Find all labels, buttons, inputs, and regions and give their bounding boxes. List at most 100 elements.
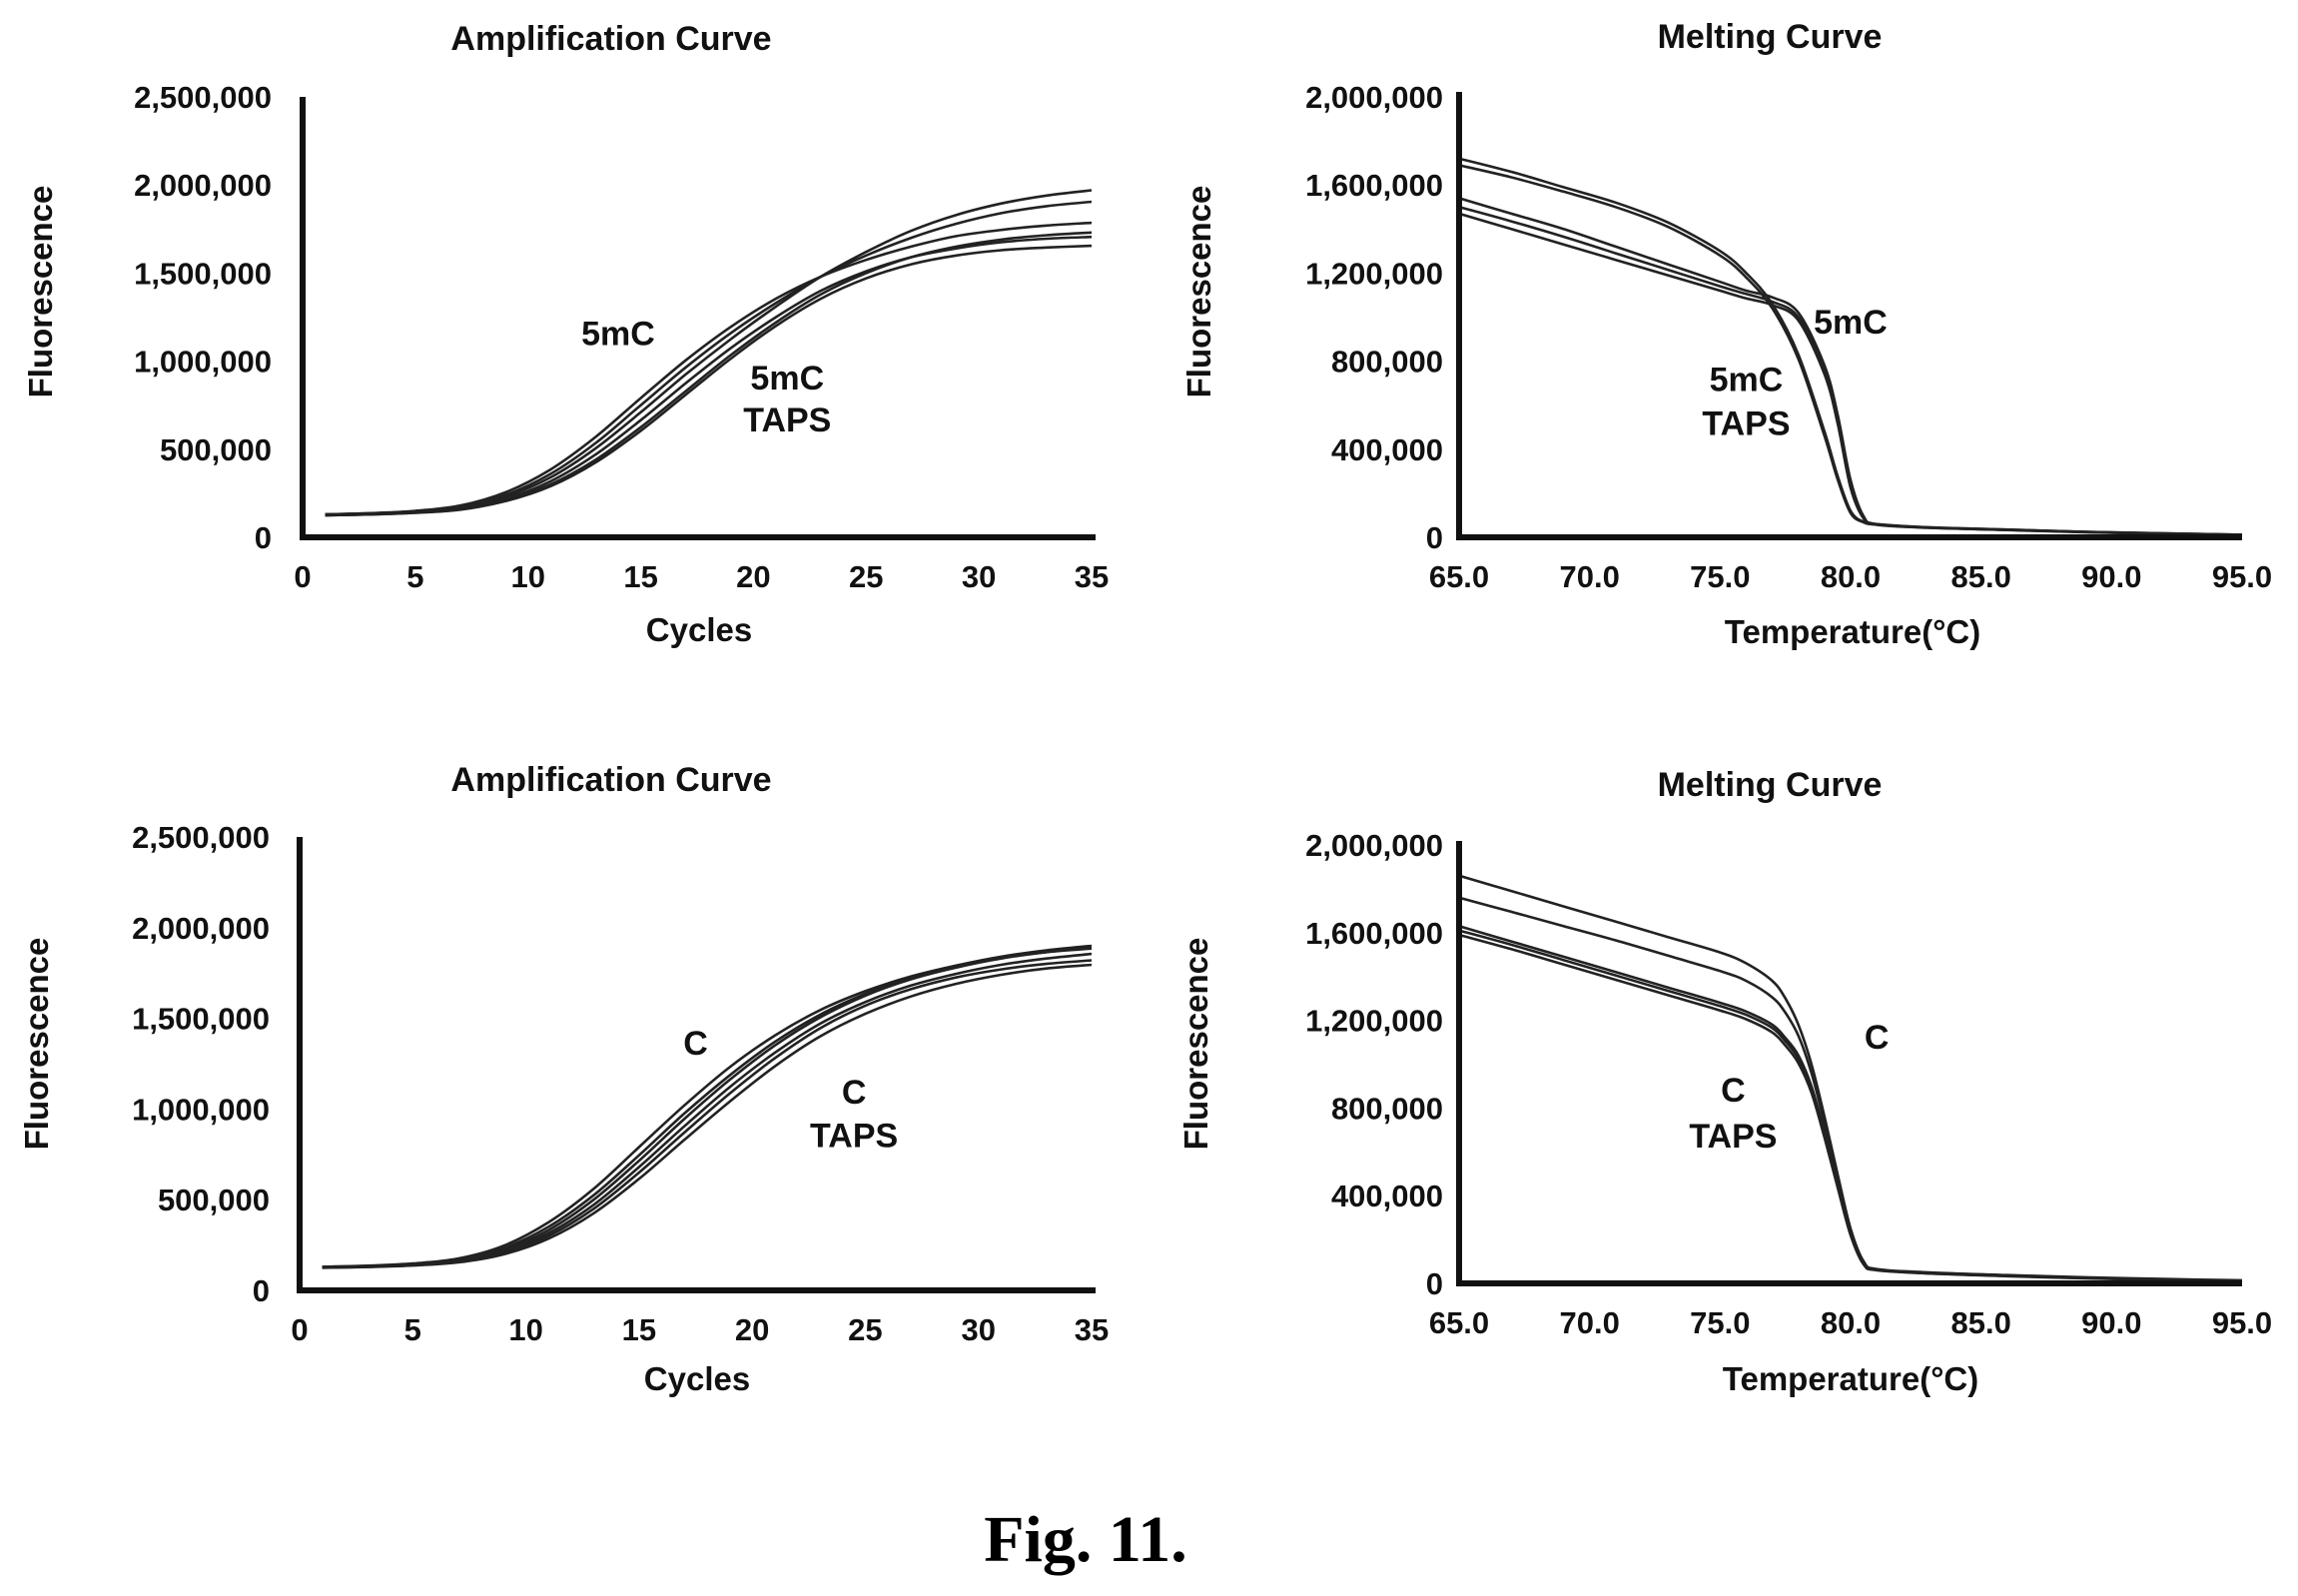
series-line-6 [322,963,1093,1269]
panel-melting-top: Melting Curve 0 400,000 800,000 1,200,000 1,… [1180,18,2272,650]
chart-title: Melting Curve [1658,18,1883,56]
y-tick-label: 0 [1426,520,1443,555]
figure-caption: Fig. 11. [984,1503,1187,1576]
x-tick-label: 20 [735,1312,769,1347]
y-tick-labels: 0 500,000 1,000,000 1,500,000 2,000,000 2,500… [132,820,270,1308]
curve-annotation: 5mC [581,316,655,354]
y-tick-labels: 0 400,000 800,000 1,200,000 1,600,000 2,000,0… [1305,828,1443,1301]
x-tick-labels: 65.0 70.0 75.0 80.0 85.0 90.0 95.0 [1429,559,2272,594]
y-tick-label: 1,600,000 [1305,916,1443,951]
x-tick-label: 35 [1075,559,1109,594]
x-tick-label: 95.0 [2212,1305,2272,1340]
x-tick-label: 30 [962,559,996,594]
x-tick-label: 0 [294,559,311,594]
x-tick-label: 75.0 [1690,559,1750,594]
x-tick-label: 35 [1075,1312,1109,1347]
curve-annotation: 5mC [1710,361,1784,399]
x-tick-label: 15 [622,1312,656,1347]
x-tick-labels: 0 5 10 15 20 25 30 35 [291,1312,1109,1347]
curve-annotation: TAPS [810,1118,898,1156]
curve-annotation: C [1721,1072,1746,1110]
x-tick-label: 5 [404,1312,421,1347]
curve-annotation: C [842,1074,867,1112]
axes-frame [1456,841,2242,1286]
y-tick-label: 500,000 [158,1183,270,1217]
y-axis-label: Fluorescence [18,938,55,1151]
x-tick-labels: 65.0 70.0 75.0 80.0 85.0 90.0 95.0 [1429,1305,2272,1340]
x-tick-label: 95.0 [2212,559,2272,594]
x-tick-label: 25 [849,559,883,594]
x-tick-label: 25 [848,1312,882,1347]
y-tick-labels: 0 500,000 1,000,000 1,500,000 2,000,000 2,500… [134,80,272,555]
panel-amplification-top: Amplification Curve 0 500,000 1,000,000 1,5… [22,20,1109,648]
y-tick-label: 1,500,000 [134,256,272,291]
series-line-6 [325,244,1093,517]
y-tick-label: 1,000,000 [134,345,272,380]
chart-title: Amplification Curve [450,761,771,799]
x-tick-label: 80.0 [1821,1305,1881,1340]
x-axis-label: Cycles [644,1360,750,1397]
x-axis-label: Temperature(°C) [1723,1360,1978,1397]
panel-melting-bottom: Melting Curve 0 400,000 800,000 1,200,000 1,… [1177,766,2272,1397]
plot-area [322,944,1093,1269]
series-line-5 [1458,212,2243,537]
panel-amplification-bottom: Amplification Curve 0 500,000 1,000,000 1,5… [18,761,1109,1397]
y-tick-label: 1,200,000 [1305,256,1443,291]
y-tick-label: 800,000 [1331,1091,1443,1126]
curve-annotation: C [1865,1019,1890,1057]
y-tick-label: 500,000 [160,432,272,467]
x-tick-label: 10 [508,1312,542,1347]
y-axis-label: Fluorescence [1177,938,1214,1151]
y-tick-label: 1,200,000 [1305,1004,1443,1039]
y-tick-label: 1,000,000 [132,1092,270,1127]
x-tick-label: 65.0 [1429,559,1489,594]
y-axis-label: Fluorescence [1180,186,1217,399]
x-tick-label: 75.0 [1690,1305,1750,1340]
plot-area [325,189,1093,517]
y-tick-label: 800,000 [1331,345,1443,380]
y-tick-label: 2,000,000 [1305,80,1443,115]
x-tick-label: 70.0 [1559,1305,1619,1340]
x-axis-label: Temperature(°C) [1725,613,1980,650]
x-axis-label: Cycles [646,611,752,648]
x-tick-label: 5 [406,559,423,594]
x-tick-label: 15 [623,559,657,594]
x-tick-label: 20 [736,559,770,594]
plot-area [1458,157,2243,537]
x-tick-label: 85.0 [1950,1305,2010,1340]
x-tick-labels: 0 5 10 15 20 25 30 35 [294,559,1109,594]
y-tick-label: 0 [253,1273,270,1308]
y-axis-label: Fluorescence [22,186,59,399]
annotations: C C TAPS [683,1025,898,1156]
plot-area [1458,874,2243,1283]
chart-title: Amplification Curve [450,20,771,58]
y-tick-label: 0 [1426,1266,1443,1301]
y-tick-label: 400,000 [1331,1179,1443,1213]
x-tick-label: 0 [291,1312,308,1347]
x-tick-label: 10 [510,559,544,594]
annotations: C C TAPS [1689,1019,1889,1156]
y-tick-label: 2,000,000 [134,168,272,203]
y-tick-label: 1,600,000 [1305,168,1443,203]
y-tick-labels: 0 400,000 800,000 1,200,000 1,600,000 2,000,0… [1305,80,1443,555]
curve-annotation: 5mC [750,360,824,398]
y-tick-label: 2,000,000 [132,911,270,946]
x-tick-label: 80.0 [1821,559,1881,594]
x-tick-label: 85.0 [1950,559,2010,594]
y-tick-label: 2,500,000 [132,820,270,855]
chart-title: Melting Curve [1658,766,1883,804]
y-tick-label: 400,000 [1331,432,1443,467]
curve-annotation: TAPS [1689,1118,1777,1156]
curve-annotation: TAPS [1702,404,1790,442]
x-tick-label: 90.0 [2081,559,2141,594]
x-tick-label: 30 [961,1312,995,1347]
y-tick-label: 2,500,000 [134,80,272,115]
curve-annotation: TAPS [743,401,831,439]
series-line-5 [1458,933,2243,1283]
curve-annotation: C [683,1025,708,1063]
axes-frame [1456,92,2242,540]
axes-frame [300,97,1096,540]
